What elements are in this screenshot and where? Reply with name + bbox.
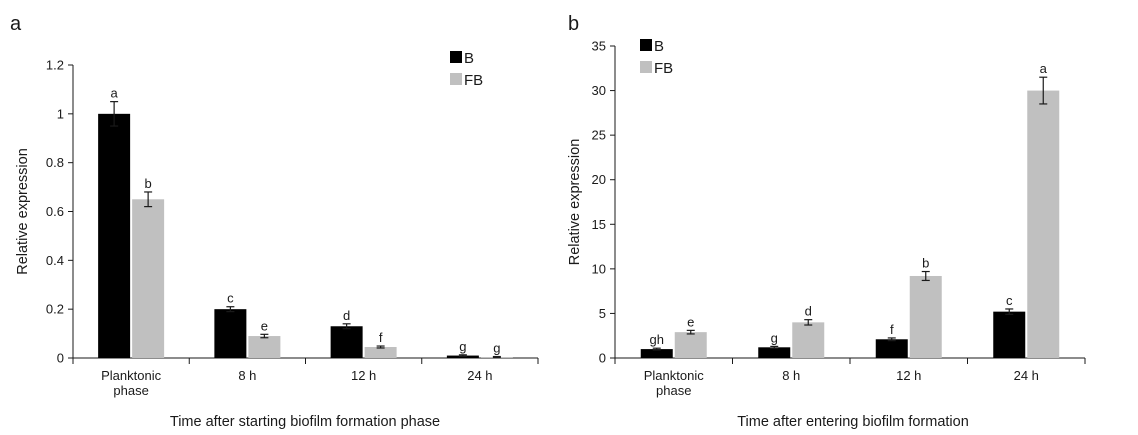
significance-label: d xyxy=(805,304,812,319)
significance-label: e xyxy=(261,318,268,333)
significance-label: f xyxy=(890,322,894,337)
y-tick-label: 15 xyxy=(592,217,606,232)
legend-label: FB xyxy=(464,72,483,89)
y-tick-label: 5 xyxy=(599,306,606,321)
bar-b xyxy=(98,113,131,358)
bar-fb xyxy=(248,336,281,358)
bar-fb xyxy=(1027,90,1060,359)
significance-label: f xyxy=(379,330,383,345)
y-tick-label: 0.6 xyxy=(46,204,64,219)
bar-b xyxy=(640,349,673,358)
significance-label: a xyxy=(111,86,119,101)
bar-fb xyxy=(792,322,825,358)
x-axis-title: Time after starting biofilm formation ph… xyxy=(170,414,440,430)
y-tick-label: 1.2 xyxy=(46,58,64,73)
x-category-label: phase xyxy=(113,383,148,398)
significance-label: c xyxy=(227,291,234,306)
y-tick-label: 1 xyxy=(57,106,64,121)
x-category-label: 24 h xyxy=(467,368,492,383)
y-tick-label: 0 xyxy=(57,351,64,366)
y-tick-label: 10 xyxy=(592,261,606,276)
significance-label: b xyxy=(145,176,152,191)
legend-swatch-b xyxy=(450,51,462,63)
bar-fb xyxy=(364,347,397,358)
x-category-label: phase xyxy=(656,383,691,398)
x-category-label: 8 h xyxy=(782,368,800,383)
x-category-label: 8 h xyxy=(238,368,256,383)
significance-label: a xyxy=(1040,61,1048,76)
y-tick-label: 0.8 xyxy=(46,155,64,170)
legend-label: FB xyxy=(654,60,673,77)
bar-fb xyxy=(132,199,165,358)
bar-b xyxy=(214,309,247,358)
x-category-label: 12 h xyxy=(896,368,921,383)
y-tick-label: 30 xyxy=(592,83,606,98)
x-category-label: Planktonic xyxy=(101,368,161,383)
y-tick-label: 25 xyxy=(592,128,606,143)
significance-label: c xyxy=(1006,293,1013,308)
significance-label: b xyxy=(922,256,929,271)
x-axis-title: Time after entering biofilm formation xyxy=(737,414,969,430)
panel-letter: b xyxy=(568,13,579,35)
x-category-label: 24 h xyxy=(1014,368,1039,383)
significance-label: g xyxy=(459,339,466,354)
y-tick-label: 20 xyxy=(592,172,606,187)
significance-label: e xyxy=(687,314,694,329)
legend: B FB xyxy=(640,38,673,77)
significance-label: gh xyxy=(650,332,664,347)
panel-letter: a xyxy=(10,13,22,35)
y-axis-title: Relative expression xyxy=(15,148,31,275)
y-axis-title: Relative expression xyxy=(567,139,583,266)
legend-swatch-fb xyxy=(640,61,652,73)
y-tick-label: 0 xyxy=(599,351,606,366)
bar-b xyxy=(993,311,1026,358)
significance-label: d xyxy=(343,308,350,323)
y-tick-label: 0.4 xyxy=(46,253,64,268)
legend-label: B xyxy=(654,38,664,55)
bar-b xyxy=(330,326,363,358)
x-category-label: Planktonic xyxy=(644,368,704,383)
legend: B FB xyxy=(450,50,483,89)
y-tick-label: 0.2 xyxy=(46,302,64,317)
bar-b xyxy=(758,347,791,358)
significance-label: g xyxy=(771,330,778,345)
legend-label: B xyxy=(464,50,474,67)
x-category-label: 12 h xyxy=(351,368,376,383)
bar-fb xyxy=(909,275,942,358)
significance-label: g xyxy=(493,341,500,356)
bar-fb xyxy=(674,332,707,358)
bar-b xyxy=(875,339,908,358)
y-tick-label: 35 xyxy=(592,39,606,54)
legend-swatch-b xyxy=(640,39,652,51)
legend-swatch-fb xyxy=(450,73,462,85)
